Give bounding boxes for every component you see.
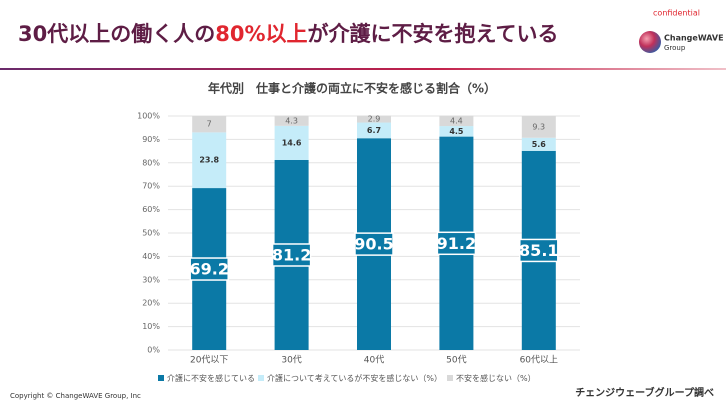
bar-segment (439, 126, 474, 137)
value-label: 7 (207, 120, 212, 129)
value-label-box (354, 232, 394, 256)
y-tick-label: 50% (142, 229, 160, 238)
legend-swatch (158, 375, 164, 381)
x-tick-label: 40代 (364, 355, 384, 366)
legend-swatch (447, 375, 453, 381)
y-tick-label: 80% (142, 158, 160, 167)
value-label-box (519, 238, 559, 263)
y-tick-label: 10% (142, 322, 160, 331)
source-note: チェンジウェーブグループ調べ (575, 386, 714, 399)
y-tick-label: 100% (137, 112, 160, 121)
logo-text: ChangeWAVE (664, 34, 724, 43)
logo-text: Group (664, 44, 686, 52)
x-tick-label: 50代 (446, 355, 466, 366)
slide-title: 30代以上の働く人の80%以上が介護に不安を抱えている (18, 22, 558, 46)
bar-segment (274, 125, 309, 160)
bar-segment (521, 116, 556, 138)
value-label: 23.8 (199, 156, 219, 165)
y-tick-label: 90% (142, 135, 160, 144)
copyright: Copyright © ChangeWAVE Group, Inc (10, 392, 141, 400)
x-tick-label: 20代以下 (190, 355, 228, 366)
title-part: 30代以上の働く人の (18, 22, 215, 46)
confidential-label: confidential (653, 9, 700, 18)
legend-label: 介護に不安を感じている (167, 373, 255, 383)
value-label: 6.7 (367, 126, 381, 135)
bar-segment (357, 115, 391, 123)
y-tick-label: 70% (142, 182, 160, 191)
chart-title: 年代別 仕事と介護の両立に不安を感じる割合（%） (208, 81, 496, 96)
y-tick-label: 60% (142, 205, 160, 214)
value-label: 85.1 (519, 241, 558, 260)
bar-segment (521, 137, 556, 151)
value-label: 69.2 (189, 260, 228, 279)
chart: 0% 10% 20% 30% 40% 50% 60% 70% 80% 90% 100% 20代以下 69… (137, 112, 580, 383)
value-label: 2.9 (368, 115, 381, 124)
title-part: が介護に不安を抱えている (308, 22, 559, 46)
value-label: 81.2 (272, 245, 311, 264)
value-label: 4.4 (450, 116, 463, 125)
legend-swatch (258, 375, 264, 381)
y-tick-label: 40% (142, 252, 160, 261)
title-highlight: 80%以上 (215, 22, 307, 46)
bar-segment (274, 115, 309, 126)
bar-segment (357, 122, 391, 139)
y-tick-label: 0% (147, 346, 160, 355)
value-label: 5.6 (532, 140, 547, 149)
bar-segment (439, 115, 474, 127)
y-tick-label: 30% (142, 275, 160, 284)
x-tick-label: 30代 (281, 355, 301, 366)
bar-segment (192, 116, 227, 133)
value-label: 9.3 (532, 122, 545, 131)
header-rule (0, 68, 726, 70)
value-label: 14.6 (282, 138, 302, 147)
value-label: 4.5 (449, 127, 464, 136)
value-label: 4.3 (285, 116, 298, 125)
legend-label: 不安を感じない（%） (456, 373, 536, 383)
legend-label: 介護について考えているが不安を感じない（%） (267, 373, 442, 383)
bar-segment (192, 132, 227, 189)
logo-icon (639, 31, 661, 53)
x-tick-label: 60代以上 (520, 355, 558, 366)
value-label-box (271, 243, 312, 267)
value-label-box (189, 257, 229, 281)
value-label-box (436, 231, 477, 256)
value-label: 91.2 (437, 234, 476, 253)
value-label: 90.5 (354, 235, 393, 254)
y-tick-label: 20% (142, 299, 160, 308)
